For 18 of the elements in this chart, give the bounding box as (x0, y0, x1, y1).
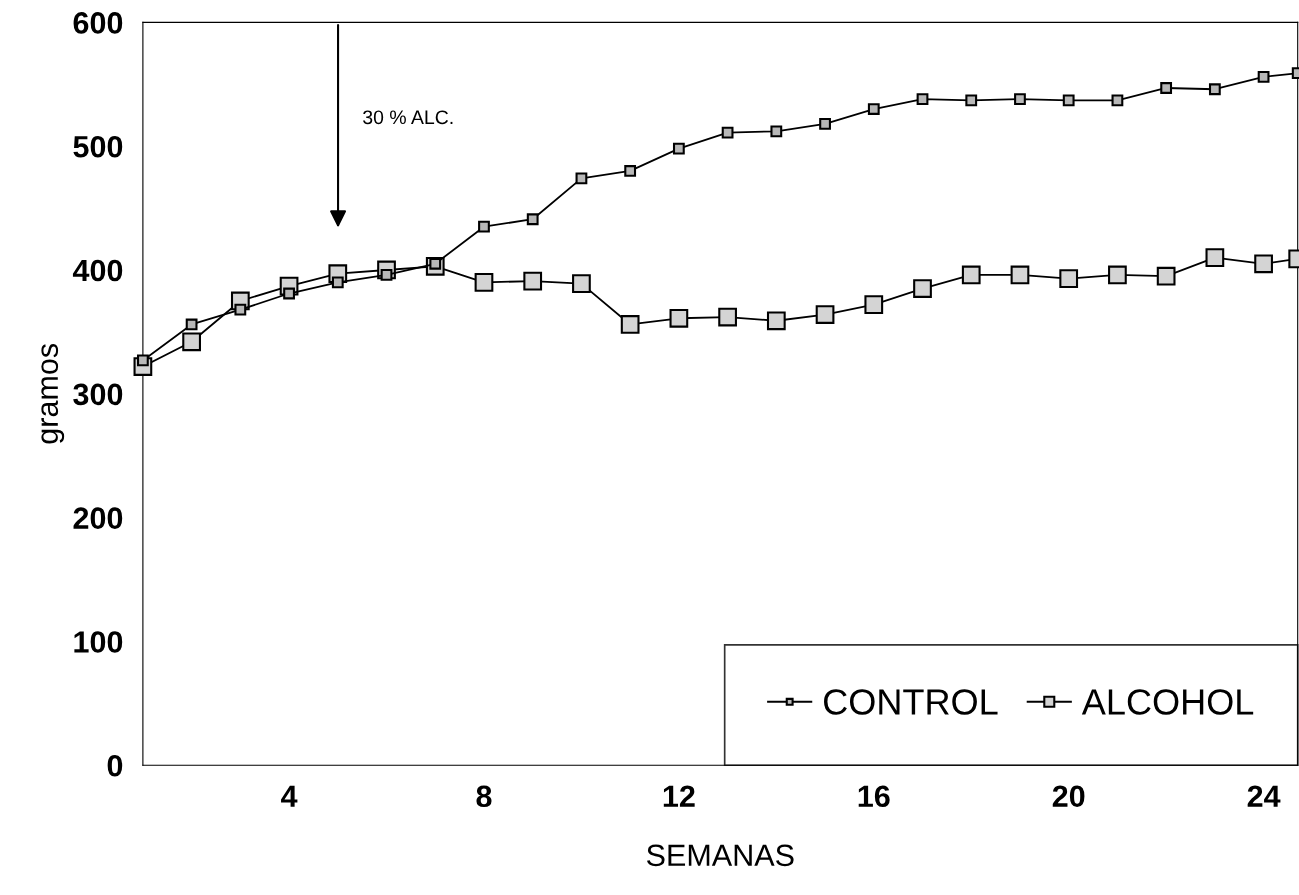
y-tick-label: 500 (73, 135, 123, 158)
x-tick-label: 16 (858, 785, 890, 808)
x-tick-label: 8 (476, 785, 492, 808)
legend-label: ALCOHOL (1081, 689, 1254, 715)
x-tick-label: 20 (1052, 785, 1085, 808)
y-tick-label: 400 (72, 259, 123, 282)
x-tick-label: 12 (663, 785, 695, 807)
y-axis-title: gramos (41, 343, 65, 444)
x-axis-title: SEMANAS (646, 844, 794, 867)
y-tick-label: 200 (73, 507, 123, 529)
x-tick-label: 24 (1247, 785, 1281, 807)
annotation: 30 % ALC. (363, 110, 453, 125)
x-tick-label: 4 (281, 785, 298, 807)
y-tick-label: 300 (73, 383, 123, 406)
y-tick-label: 600 (73, 12, 123, 34)
legend-label: CONTROL (824, 689, 998, 715)
y-tick-label: 100 (74, 631, 123, 653)
y-tick-label: 0 (107, 754, 123, 777)
